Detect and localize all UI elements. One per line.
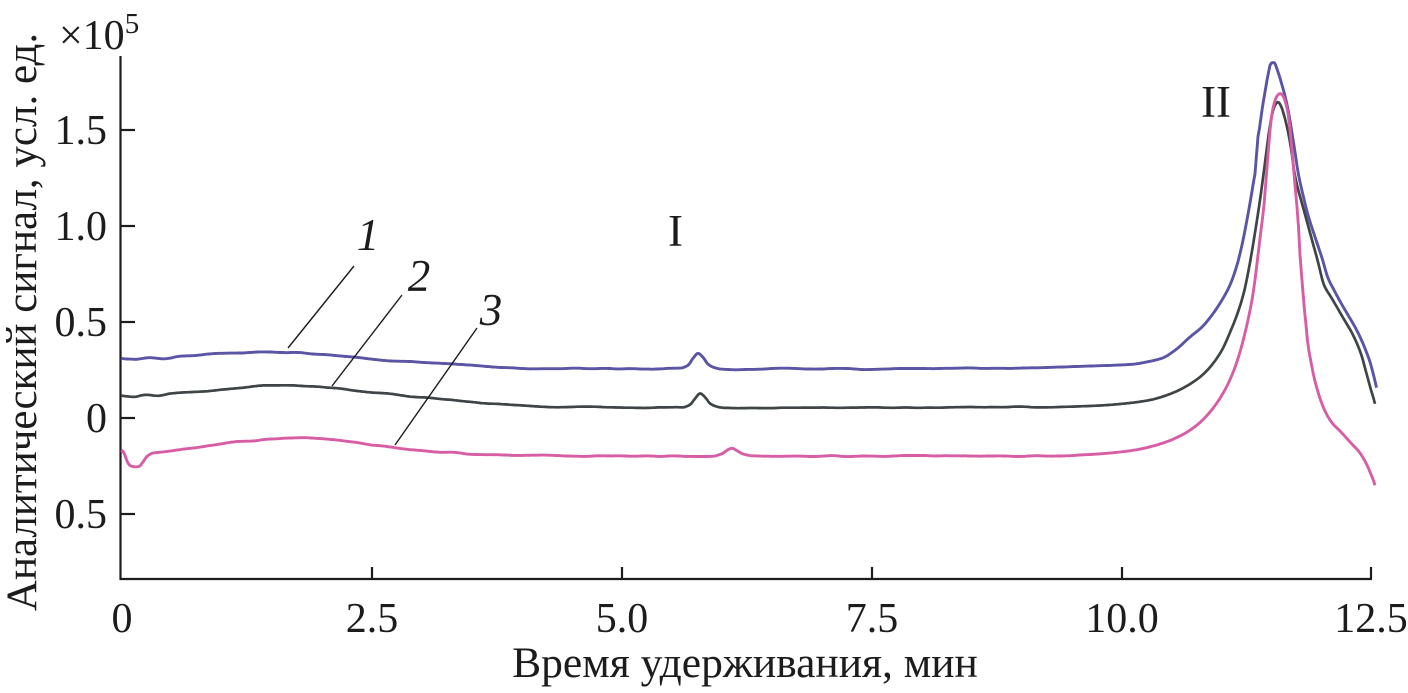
svg-text:3: 3 — [479, 285, 503, 335]
svg-text:10.0: 10.0 — [1085, 596, 1159, 642]
svg-text:1.5: 1.5 — [55, 108, 108, 154]
svg-text:0.5: 0.5 — [55, 300, 108, 346]
svg-text:0.5: 0.5 — [55, 492, 108, 538]
svg-text:1: 1 — [357, 210, 380, 260]
svg-text:II: II — [1201, 77, 1231, 127]
svg-text:2.5: 2.5 — [346, 596, 399, 642]
svg-text:7.5: 7.5 — [846, 596, 899, 642]
svg-text:5.0: 5.0 — [596, 596, 649, 642]
svg-text:0: 0 — [112, 596, 133, 642]
svg-text:12.5: 12.5 — [1334, 596, 1408, 642]
svg-text:2: 2 — [408, 251, 431, 301]
svg-text:0: 0 — [86, 396, 107, 442]
svg-text:Аналитический сигнал, усл. ед.: Аналитический сигнал, усл. ед. — [0, 33, 46, 611]
svg-text:1.0: 1.0 — [55, 204, 108, 250]
svg-text:I: I — [668, 206, 683, 256]
svg-text:Время удерживания, мин: Время удерживания, мин — [512, 639, 978, 687]
